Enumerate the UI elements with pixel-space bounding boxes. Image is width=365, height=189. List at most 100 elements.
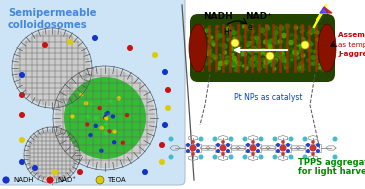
Circle shape (328, 28, 331, 31)
Circle shape (280, 51, 285, 56)
Circle shape (159, 159, 165, 165)
Circle shape (273, 41, 277, 44)
Circle shape (255, 39, 261, 44)
Circle shape (315, 37, 320, 42)
Circle shape (213, 50, 218, 54)
Circle shape (293, 34, 298, 39)
Circle shape (296, 41, 300, 45)
Circle shape (272, 59, 277, 65)
Circle shape (273, 26, 278, 30)
Circle shape (325, 59, 330, 65)
Circle shape (257, 50, 263, 56)
Circle shape (212, 136, 218, 142)
Circle shape (221, 152, 225, 156)
Circle shape (255, 33, 260, 37)
Circle shape (246, 41, 252, 47)
Circle shape (255, 57, 261, 63)
Circle shape (104, 131, 108, 135)
Circle shape (197, 66, 201, 69)
Circle shape (199, 136, 204, 142)
Circle shape (249, 41, 252, 45)
Circle shape (275, 29, 279, 34)
Circle shape (314, 34, 318, 38)
Circle shape (196, 44, 200, 48)
Polygon shape (317, 5, 326, 20)
Circle shape (310, 145, 316, 152)
Circle shape (195, 63, 199, 67)
Circle shape (227, 34, 230, 37)
Circle shape (247, 56, 250, 60)
Circle shape (294, 50, 299, 56)
Circle shape (221, 67, 225, 71)
Circle shape (297, 67, 303, 73)
Circle shape (241, 53, 245, 56)
FancyBboxPatch shape (190, 14, 335, 82)
Circle shape (64, 77, 146, 159)
Polygon shape (314, 13, 322, 27)
Circle shape (245, 26, 251, 31)
Circle shape (231, 62, 237, 68)
Circle shape (273, 30, 279, 36)
Circle shape (267, 39, 273, 44)
Circle shape (313, 66, 316, 70)
Circle shape (260, 48, 264, 52)
Circle shape (279, 46, 282, 49)
Circle shape (191, 152, 195, 156)
Circle shape (70, 114, 74, 119)
Circle shape (301, 29, 305, 32)
Circle shape (310, 61, 315, 66)
Circle shape (287, 36, 292, 41)
Circle shape (257, 45, 261, 49)
Circle shape (250, 57, 255, 62)
Circle shape (162, 122, 168, 128)
Circle shape (307, 32, 312, 36)
Ellipse shape (189, 24, 207, 72)
Circle shape (116, 96, 121, 101)
Circle shape (222, 43, 228, 49)
Text: NAD⁺: NAD⁺ (57, 177, 76, 183)
Circle shape (268, 45, 273, 50)
Circle shape (99, 126, 104, 130)
Circle shape (236, 49, 240, 52)
Circle shape (207, 53, 210, 57)
Circle shape (327, 28, 332, 32)
Circle shape (273, 36, 277, 39)
Circle shape (297, 65, 301, 70)
Circle shape (125, 113, 129, 117)
Circle shape (319, 30, 323, 34)
Circle shape (218, 42, 223, 47)
Circle shape (238, 57, 242, 60)
Circle shape (301, 41, 309, 49)
Circle shape (268, 30, 274, 36)
Circle shape (207, 34, 211, 38)
Circle shape (88, 133, 93, 137)
Circle shape (250, 36, 254, 40)
Circle shape (317, 46, 321, 50)
Circle shape (231, 56, 237, 61)
Circle shape (199, 40, 205, 45)
Circle shape (210, 36, 214, 40)
Circle shape (280, 145, 287, 152)
Circle shape (195, 26, 200, 31)
Circle shape (215, 33, 220, 38)
Circle shape (213, 57, 217, 61)
Circle shape (288, 44, 292, 48)
Circle shape (230, 64, 235, 68)
Circle shape (312, 57, 315, 60)
Circle shape (314, 55, 318, 59)
Circle shape (201, 52, 205, 55)
Circle shape (323, 47, 328, 52)
Circle shape (227, 27, 231, 32)
Circle shape (208, 39, 212, 43)
Circle shape (304, 65, 308, 70)
Circle shape (226, 38, 230, 42)
Circle shape (301, 37, 304, 40)
Circle shape (319, 32, 322, 35)
Circle shape (291, 36, 295, 39)
Circle shape (326, 33, 330, 36)
Circle shape (300, 25, 304, 30)
Circle shape (250, 64, 254, 68)
Circle shape (239, 28, 243, 33)
Circle shape (267, 44, 273, 50)
Circle shape (259, 67, 262, 70)
